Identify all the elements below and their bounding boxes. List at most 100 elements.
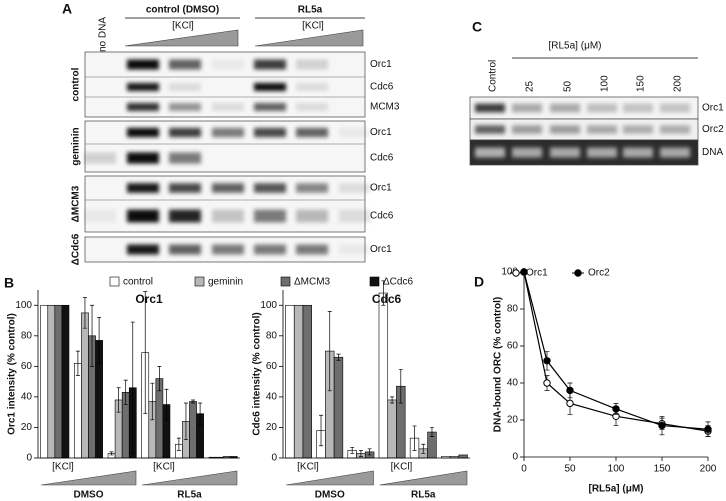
band [169, 59, 201, 70]
band [339, 183, 371, 193]
band [512, 147, 542, 158]
bar [293, 304, 304, 459]
group-label: RL5a [177, 490, 202, 501]
error-bar [319, 414, 324, 447]
band-label: Cdc6 [370, 153, 394, 164]
x-tick-label: 150 [654, 464, 671, 475]
ramp-label: [KCl] [153, 462, 175, 473]
group-label: DMSO [315, 490, 345, 501]
band-label: Orc1 [370, 244, 392, 255]
error-bar [429, 427, 434, 437]
band [623, 147, 653, 158]
band [127, 103, 159, 111]
error-bar [123, 379, 128, 405]
y-tick-label: 20 [21, 422, 33, 433]
data-point [566, 399, 574, 408]
y-tick-label: 0 [26, 453, 32, 464]
error-bar [390, 396, 395, 404]
band-label: MCM3 [370, 102, 400, 113]
ramp-triangle [379, 470, 468, 486]
band [623, 125, 653, 134]
y-axis-label: Orc1 intensity (% control) [7, 313, 18, 435]
band [169, 183, 201, 193]
group-label: DMSO [74, 490, 104, 501]
band [254, 127, 286, 138]
band [127, 244, 159, 255]
band [212, 127, 244, 138]
y-tick-label: 40 [266, 392, 278, 403]
band [254, 209, 286, 223]
bar [378, 292, 389, 459]
y-tick-label: 60 [21, 361, 33, 372]
band [169, 83, 201, 91]
band-label: Orc1 [370, 183, 392, 194]
band [169, 103, 201, 111]
y-tick-label: 60 [507, 341, 519, 352]
band [84, 209, 116, 223]
band [623, 103, 653, 113]
y-tick-label: 20 [507, 415, 519, 426]
data-point [520, 268, 528, 276]
legend-marker [512, 269, 520, 277]
band [254, 183, 286, 193]
treatment-label: RL5a [298, 5, 323, 16]
dose-label: 200 [673, 75, 684, 92]
band [212, 244, 244, 255]
band [475, 103, 505, 113]
band [169, 244, 201, 255]
panel-label: A [62, 1, 72, 17]
y-axis-label: Cdc6 intensity (% control) [252, 312, 263, 435]
bar [74, 363, 82, 459]
x-tick-label: 50 [564, 464, 576, 475]
error-bar [143, 291, 148, 415]
error-bar [327, 311, 332, 392]
ramp-label: [KCl] [302, 21, 324, 32]
y-tick-label: 40 [507, 378, 519, 389]
band [296, 83, 328, 91]
band [212, 209, 244, 223]
band [127, 183, 159, 193]
bar [54, 304, 63, 459]
legend-label: ΔCdc6 [383, 277, 413, 288]
ramp-triangle [40, 470, 137, 486]
band-label: Cdc6 [370, 82, 394, 93]
legend-label: Orc1 [526, 268, 548, 279]
bar [333, 356, 344, 459]
bar [285, 304, 295, 459]
bar [47, 304, 56, 459]
x-tick-label: 200 [700, 464, 717, 475]
legend-label: ΔMCM3 [294, 277, 331, 288]
error-bar [198, 402, 203, 425]
band [512, 103, 542, 113]
y-tick-label: 40 [21, 392, 33, 403]
band-label: Orc1 [370, 127, 392, 138]
band [512, 125, 542, 134]
error-bar [150, 382, 155, 421]
bar [40, 304, 49, 459]
band [475, 125, 505, 134]
band [587, 103, 617, 113]
bar [458, 454, 468, 459]
legend-swatch [369, 276, 380, 287]
x-axis-label: [RL5a] (μM) [589, 484, 644, 495]
band [127, 127, 159, 138]
band [254, 103, 286, 111]
error-bar [109, 451, 114, 456]
data-point [543, 379, 551, 387]
ramp-label: [KCl] [172, 21, 194, 32]
band [296, 127, 328, 138]
bar [61, 304, 70, 459]
error-bar [130, 321, 135, 454]
band-label: Orc2 [702, 124, 724, 135]
legend-swatch [280, 276, 291, 287]
x-tick-label: 100 [608, 464, 625, 475]
error-bar [164, 388, 169, 421]
dose-label: 100 [600, 75, 611, 92]
chart-title: Cdc6 [372, 292, 402, 306]
error-bar [381, 280, 386, 306]
band [296, 183, 328, 193]
series-line [523, 271, 709, 430]
data-point [543, 357, 551, 365]
ramp-label: [KCl] [391, 462, 413, 473]
